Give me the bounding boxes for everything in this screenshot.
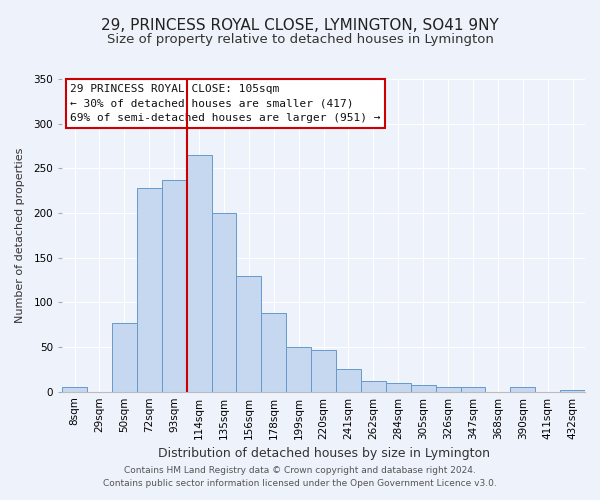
Bar: [212, 213, 236, 392]
Bar: [262, 313, 286, 392]
Bar: [361, 381, 386, 392]
Bar: [286, 347, 311, 392]
Text: Contains HM Land Registry data © Crown copyright and database right 2024.
Contai: Contains HM Land Registry data © Crown c…: [103, 466, 497, 487]
Bar: [461, 387, 485, 392]
Bar: [62, 387, 87, 392]
Bar: [386, 382, 411, 392]
Bar: [187, 155, 212, 392]
Text: Size of property relative to detached houses in Lymington: Size of property relative to detached ho…: [107, 32, 493, 46]
Text: 29 PRINCESS ROYAL CLOSE: 105sqm
← 30% of detached houses are smaller (417)
69% o: 29 PRINCESS ROYAL CLOSE: 105sqm ← 30% of…: [70, 84, 380, 124]
Bar: [560, 390, 585, 392]
Bar: [236, 276, 262, 392]
Bar: [336, 370, 361, 392]
X-axis label: Distribution of detached houses by size in Lymington: Distribution of detached houses by size …: [158, 447, 490, 460]
Text: 29, PRINCESS ROYAL CLOSE, LYMINGTON, SO41 9NY: 29, PRINCESS ROYAL CLOSE, LYMINGTON, SO4…: [101, 18, 499, 32]
Bar: [137, 188, 162, 392]
Bar: [112, 323, 137, 392]
Y-axis label: Number of detached properties: Number of detached properties: [15, 148, 25, 323]
Bar: [411, 384, 436, 392]
Bar: [511, 387, 535, 392]
Bar: [162, 180, 187, 392]
Bar: [311, 350, 336, 392]
Bar: [436, 387, 461, 392]
